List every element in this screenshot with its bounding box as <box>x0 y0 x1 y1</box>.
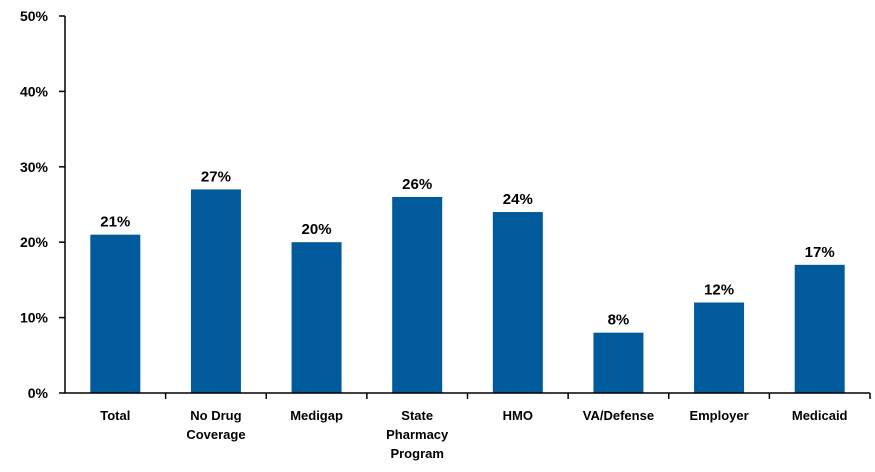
category-label: No Drug Coverage <box>186 408 245 442</box>
category-label: Employer <box>689 408 748 423</box>
category-label-line: VA/Defense <box>583 408 654 423</box>
category-label-line: Total <box>100 408 130 423</box>
bar <box>694 302 745 393</box>
category-label-line: No Drug <box>190 408 241 423</box>
y-tick-label: 20% <box>20 234 49 250</box>
category-label-line: State <box>401 408 433 423</box>
category-label-line: Medicaid <box>792 408 848 423</box>
y-axis: 0% 10% 20% 30% 40% 50% <box>20 8 66 401</box>
y-tick-label: 10% <box>20 310 49 326</box>
data-label: 26% <box>402 176 432 193</box>
category-label: HMO <box>503 408 533 423</box>
data-label: 20% <box>302 221 332 238</box>
x-axis: Total No Drug Coverage Medigap State Pharmacy… <box>65 392 871 461</box>
bar <box>794 264 845 393</box>
bar <box>90 234 141 393</box>
y-tick-label: 40% <box>20 83 49 99</box>
category-label: Medicaid <box>792 408 848 423</box>
category-label-line: Program <box>390 446 443 461</box>
data-label: 24% <box>503 191 533 208</box>
data-label: 8% <box>608 312 630 329</box>
bar <box>190 189 241 393</box>
y-tick-label: 50% <box>20 8 49 24</box>
bar <box>392 196 443 393</box>
bar <box>492 212 543 393</box>
y-tick-label: 0% <box>28 385 49 401</box>
data-label: 12% <box>704 282 734 299</box>
data-label: 27% <box>201 168 231 185</box>
category-label: Total <box>100 408 130 423</box>
bar <box>291 242 342 393</box>
category-label-line: Medigap <box>290 408 343 423</box>
bar <box>593 332 644 393</box>
data-label: 17% <box>805 244 835 261</box>
category-label: VA/Defense <box>583 408 654 423</box>
y-tick-label: 30% <box>20 159 49 175</box>
data-label: 21% <box>100 214 130 231</box>
category-label-line: Coverage <box>186 427 245 442</box>
category-label: Medigap <box>290 408 343 423</box>
category-label-line: Employer <box>689 408 748 423</box>
data-labels: 21% 27% 20% 26% 24% 8% 12% 17% <box>100 168 834 328</box>
bars <box>90 189 845 393</box>
category-label: State Pharmacy Program <box>386 408 449 461</box>
category-label-line: HMO <box>503 408 533 423</box>
category-label-line: Pharmacy <box>386 427 449 442</box>
